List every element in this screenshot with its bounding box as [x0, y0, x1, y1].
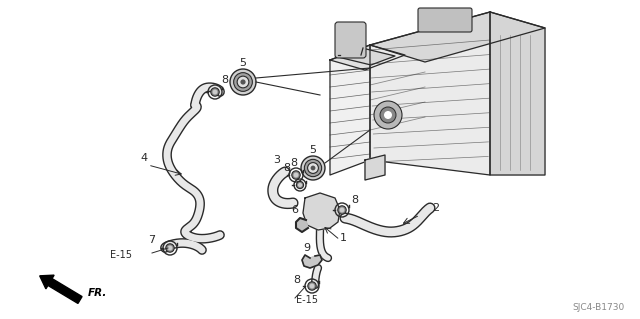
Text: 5: 5	[239, 58, 246, 68]
Polygon shape	[370, 12, 545, 62]
Circle shape	[384, 111, 392, 119]
Text: 8: 8	[293, 275, 300, 285]
Circle shape	[380, 107, 396, 123]
Text: 4: 4	[141, 153, 148, 163]
Circle shape	[310, 166, 316, 170]
Circle shape	[292, 171, 300, 179]
Polygon shape	[370, 12, 490, 175]
Circle shape	[230, 69, 256, 95]
Text: 8: 8	[351, 195, 358, 205]
Circle shape	[374, 101, 402, 129]
Text: 8: 8	[290, 158, 297, 168]
Circle shape	[340, 208, 344, 212]
Text: 6: 6	[291, 205, 298, 215]
Text: E-15: E-15	[296, 295, 318, 305]
Circle shape	[296, 182, 303, 189]
Circle shape	[166, 244, 174, 252]
Circle shape	[308, 282, 316, 290]
Text: 8: 8	[283, 163, 290, 173]
Text: 9: 9	[303, 243, 310, 253]
Polygon shape	[330, 45, 370, 175]
Circle shape	[241, 79, 246, 85]
Text: SJC4-B1730: SJC4-B1730	[573, 303, 625, 312]
Polygon shape	[490, 12, 545, 175]
Text: E-15: E-15	[110, 250, 132, 260]
Polygon shape	[296, 218, 308, 232]
Circle shape	[308, 163, 319, 174]
Text: 8: 8	[221, 75, 228, 85]
Text: 7: 7	[148, 235, 155, 245]
FancyArrow shape	[40, 275, 82, 303]
Text: 2: 2	[432, 203, 439, 213]
Text: 3: 3	[273, 155, 280, 165]
Circle shape	[301, 156, 325, 180]
Circle shape	[212, 90, 218, 94]
Circle shape	[237, 76, 249, 88]
Text: FR.: FR.	[88, 288, 108, 298]
Circle shape	[338, 206, 346, 214]
Polygon shape	[330, 45, 405, 70]
Polygon shape	[302, 255, 322, 268]
Polygon shape	[338, 48, 395, 65]
Text: 5: 5	[310, 145, 317, 155]
FancyBboxPatch shape	[335, 22, 366, 58]
Polygon shape	[365, 155, 385, 180]
Circle shape	[168, 246, 172, 250]
FancyBboxPatch shape	[418, 8, 472, 32]
Polygon shape	[303, 193, 340, 230]
Circle shape	[305, 160, 322, 177]
Circle shape	[234, 73, 252, 91]
Text: 1: 1	[340, 233, 347, 243]
Circle shape	[294, 173, 298, 177]
Circle shape	[310, 284, 314, 288]
Circle shape	[298, 183, 302, 187]
Circle shape	[211, 88, 219, 96]
